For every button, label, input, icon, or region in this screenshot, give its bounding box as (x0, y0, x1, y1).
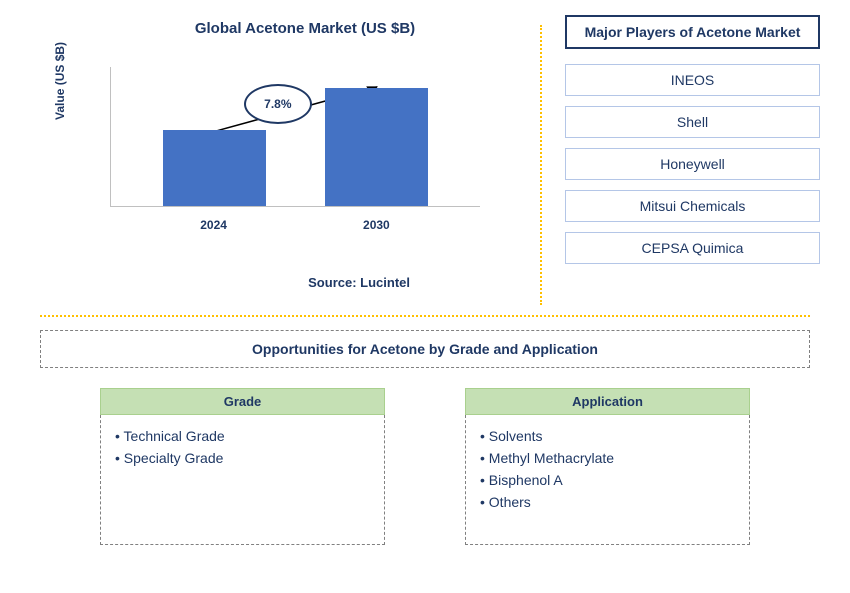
application-item-3: Others (480, 491, 735, 513)
x-tick-0: 2024 (200, 218, 227, 232)
growth-rate-oval: 7.8% (244, 84, 312, 124)
x-tick-1: 2030 (363, 218, 390, 232)
player-item-1: Shell (565, 106, 820, 138)
application-item-0: Solvents (480, 425, 735, 447)
col-body-application: Solvents Methyl Methacrylate Bisphenol A… (465, 415, 750, 545)
grade-item-0: Technical Grade (115, 425, 370, 447)
chart-area: Global Acetone Market (US $B) Value (US … (0, 0, 540, 300)
col-body-grade: Technical Grade Specialty Grade (100, 415, 385, 545)
opportunities-section: Opportunities for Acetone by Grade and A… (40, 330, 810, 573)
player-item-2: Honeywell (565, 148, 820, 180)
players-header: Major Players of Acetone Market (565, 15, 820, 49)
application-item-2: Bisphenol A (480, 469, 735, 491)
chart-bar-1 (325, 88, 428, 206)
application-item-1: Methyl Methacrylate (480, 447, 735, 469)
top-section: Global Acetone Market (US $B) Value (US … (0, 0, 850, 300)
col-header-application: Application (465, 388, 750, 415)
chart-title: Global Acetone Market (US $B) (100, 20, 510, 37)
y-axis-label: Value (US $B) (53, 42, 67, 120)
vertical-divider (540, 25, 542, 305)
chart-container: Value (US $B) 7.8% 2024 2030 (110, 67, 480, 237)
opportunities-header: Opportunities for Acetone by Grade and A… (40, 330, 810, 368)
source-label: Source: Lucintel (308, 275, 410, 290)
grade-item-1: Specialty Grade (115, 447, 370, 469)
col-header-grade: Grade (100, 388, 385, 415)
opportunities-columns: Grade Technical Grade Specialty Grade Ap… (40, 388, 810, 545)
player-item-3: Mitsui Chemicals (565, 190, 820, 222)
player-item-0: INEOS (565, 64, 820, 96)
opportunities-col-grade: Grade Technical Grade Specialty Grade (100, 388, 385, 545)
players-panel: Major Players of Acetone Market INEOS Sh… (540, 0, 850, 300)
opportunities-col-application: Application Solvents Methyl Methacrylate… (465, 388, 750, 545)
horizontal-divider (40, 315, 810, 317)
growth-rate-label: 7.8% (264, 97, 291, 111)
chart-bar-0 (163, 130, 266, 206)
chart-plot: 7.8% (110, 67, 480, 207)
player-item-4: CEPSA Quimica (565, 232, 820, 264)
